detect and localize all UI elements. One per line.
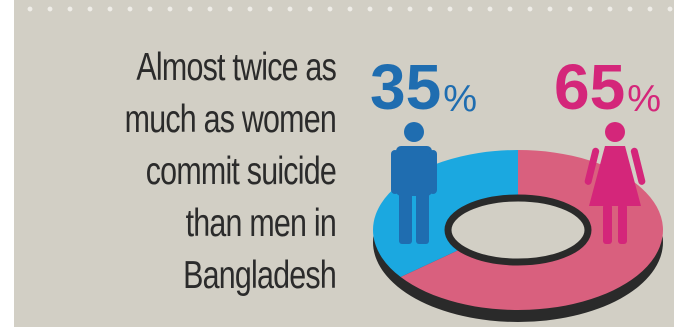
- headline-line-2: much as women: [124, 98, 337, 141]
- headline: Almost twice as much as women commit sui…: [105, 42, 337, 302]
- dotted-border: [14, 3, 674, 15]
- women-percentage-value: 65: [554, 51, 626, 123]
- woman-icon: [584, 122, 646, 244]
- men-percentage-unit: %: [443, 78, 477, 120]
- headline-line-5: Bangladesh: [183, 254, 337, 297]
- women-percentage-unit: %: [627, 78, 661, 120]
- men-percentage-value: 35: [370, 51, 442, 123]
- man-icon: [391, 122, 437, 244]
- women-percentage-label: 65%: [554, 52, 661, 122]
- donut-hole: [444, 194, 592, 266]
- headline-line-1: Almost twice as: [136, 46, 336, 89]
- headline-line-3: commit suicide: [145, 150, 337, 193]
- headline-line-4: than men in: [185, 202, 337, 245]
- men-percentage-label: 35%: [370, 52, 477, 122]
- figure-icons: [391, 122, 646, 244]
